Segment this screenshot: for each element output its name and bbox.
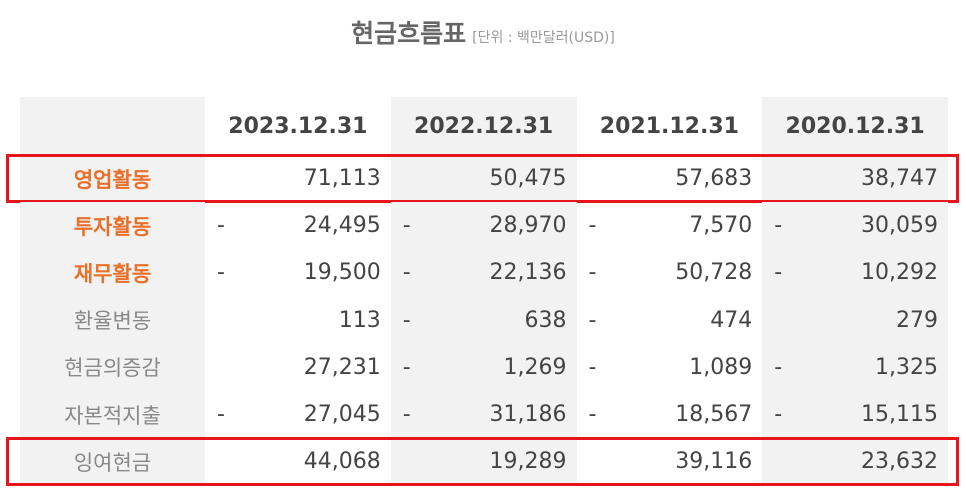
value-cell: 19,500- bbox=[217, 260, 381, 286]
value-cell: 18,567- bbox=[588, 402, 753, 428]
value-cell: 7,570- bbox=[588, 213, 753, 239]
sign: - bbox=[774, 260, 783, 286]
sign: - bbox=[402, 260, 411, 286]
value-cell: 27,045- bbox=[217, 402, 381, 428]
row-label: 자본적지출 bbox=[20, 391, 205, 439]
value-cell: 50,475 bbox=[390, 155, 577, 203]
value-cell: 1,089- bbox=[588, 354, 753, 380]
sign: - bbox=[588, 307, 597, 333]
value-cell: 638- bbox=[390, 296, 577, 344]
value-cell: 24,495- bbox=[217, 213, 381, 239]
sign: - bbox=[588, 402, 597, 428]
value-cell: 22,136- bbox=[390, 249, 577, 297]
value-cell: 113 bbox=[338, 307, 381, 333]
value-cell: 28,970- bbox=[390, 202, 577, 250]
sign: - bbox=[402, 354, 411, 380]
value-cell: 38,747 bbox=[762, 155, 948, 203]
value-cell: 10,292- bbox=[762, 249, 948, 297]
value-cell: 15,115- bbox=[762, 391, 948, 439]
sign: - bbox=[402, 402, 411, 428]
row-label: 영업활동 bbox=[20, 155, 205, 203]
value-cell: 1,269- bbox=[390, 343, 577, 391]
column-header: 2022.12.31 bbox=[390, 97, 577, 155]
row-label: 환율변동 bbox=[20, 296, 205, 344]
sign: - bbox=[402, 307, 411, 333]
sign: - bbox=[588, 260, 597, 286]
sign: - bbox=[588, 213, 597, 239]
value-cell: 39,116 bbox=[675, 449, 753, 475]
row-label: 잉여현금 bbox=[20, 438, 205, 486]
value-cell: 1,325- bbox=[762, 343, 948, 391]
column-header: 2023.12.31 bbox=[228, 113, 368, 139]
value-cell: 19,289 bbox=[390, 438, 577, 486]
sign: - bbox=[588, 354, 597, 380]
row-label: 투자활동 bbox=[20, 202, 205, 250]
highlight-box bbox=[6, 154, 959, 204]
row-label: 재무활동 bbox=[20, 249, 205, 297]
header-corner bbox=[20, 97, 205, 155]
value-cell: 31,186- bbox=[390, 391, 577, 439]
sign: - bbox=[402, 213, 411, 239]
column-header: 2021.12.31 bbox=[599, 113, 739, 139]
title-bar: 현금흐름표 [단위 : 백만달러(USD)] bbox=[0, 14, 966, 50]
value-cell: 57,683 bbox=[675, 166, 753, 192]
unit: [단위 : 백만달러(USD)] bbox=[472, 30, 615, 46]
column-header: 2020.12.31 bbox=[762, 97, 948, 155]
value-cell: 30,059- bbox=[762, 202, 948, 250]
value-cell: 50,728- bbox=[588, 260, 753, 286]
value-cell: 27,231 bbox=[303, 354, 381, 380]
sign: - bbox=[217, 402, 225, 428]
title: 현금흐름표 bbox=[351, 19, 467, 48]
value-cell: 71,113 bbox=[303, 166, 381, 192]
value-cell: 474- bbox=[588, 307, 753, 333]
sign: - bbox=[774, 213, 783, 239]
sign: - bbox=[774, 354, 783, 380]
value-cell: 279 bbox=[762, 296, 948, 344]
sign: - bbox=[217, 213, 225, 239]
sign: - bbox=[217, 260, 225, 286]
value-cell: 23,632 bbox=[762, 438, 948, 486]
highlight-box bbox=[6, 437, 959, 487]
value-cell: 44,068 bbox=[303, 449, 381, 475]
sign: - bbox=[774, 402, 783, 428]
row-label: 현금의증감 bbox=[20, 343, 205, 391]
